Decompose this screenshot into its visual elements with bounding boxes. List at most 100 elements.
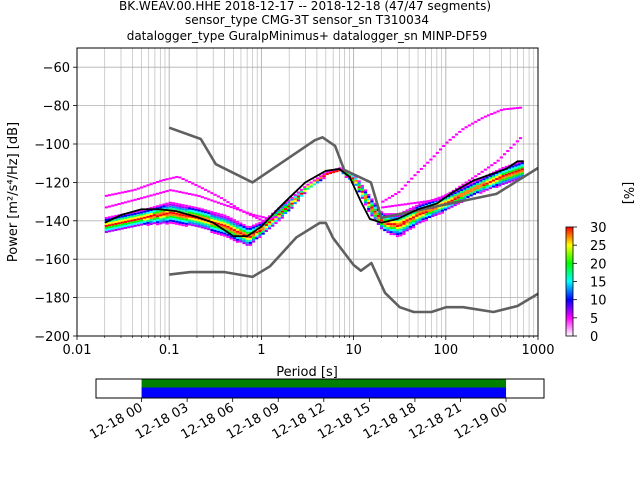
outlier-cell (442, 145, 446, 148)
density-cell (373, 206, 377, 209)
density-cell (395, 219, 400, 222)
density-cell (421, 220, 425, 223)
density-cell (520, 164, 524, 167)
density-cell (306, 183, 310, 186)
density-cell (226, 217, 230, 220)
density-cell (504, 175, 508, 178)
density-cell (437, 206, 441, 209)
density-cell (373, 214, 377, 217)
outlier-cell (245, 211, 249, 214)
density-cell (165, 218, 169, 221)
density-cell (303, 186, 307, 189)
outlier-cell (403, 203, 407, 206)
density-cell (235, 232, 240, 235)
density-cell (389, 229, 393, 232)
density-cell (411, 224, 416, 227)
density-cell (424, 201, 428, 204)
density-cell (277, 213, 281, 216)
density-cell (149, 211, 153, 214)
outlier-cell (175, 175, 179, 178)
density-cell (479, 191, 483, 194)
density-cell (245, 243, 249, 246)
density-cell (482, 178, 486, 181)
density-cell (511, 171, 515, 174)
density-cell (466, 193, 470, 196)
density-cell (363, 191, 368, 194)
density-cell (447, 207, 451, 210)
density-cell (514, 166, 518, 169)
density-cell (363, 189, 368, 192)
density-cell (405, 223, 409, 226)
density-cell (299, 192, 304, 195)
density-cell (210, 211, 214, 214)
density-cell (216, 212, 220, 215)
outlier-cell (486, 114, 491, 117)
density-cell (171, 220, 176, 223)
density-cell (395, 235, 400, 238)
density-cell (242, 224, 246, 227)
density-cell (283, 210, 288, 213)
density-cell (235, 224, 240, 227)
density-cell (152, 218, 156, 221)
density-cell (149, 221, 153, 224)
density-cell (411, 206, 416, 209)
density-cell (296, 191, 300, 194)
density-cell (245, 241, 249, 244)
density-cell (248, 225, 252, 228)
density-cell (293, 198, 297, 201)
density-cell (469, 192, 473, 195)
density-cell (251, 236, 256, 239)
density-cell (463, 187, 467, 190)
density-cell (267, 227, 272, 230)
density-cell (328, 172, 332, 175)
density-cell (450, 203, 454, 206)
density-cell (184, 218, 188, 221)
density-cell (399, 218, 403, 221)
density-cell (277, 211, 281, 214)
density-cell (152, 222, 156, 225)
density-cell (191, 208, 195, 211)
density-cell (120, 227, 124, 230)
density-cell (213, 219, 217, 222)
density-cell (223, 218, 227, 221)
y-tick-label: −80 (43, 100, 70, 115)
density-cell (184, 204, 188, 207)
outlier-cell (155, 192, 160, 195)
density-cell (194, 218, 198, 221)
density-cell (117, 218, 121, 221)
outlier-cell (194, 184, 198, 187)
density-cell (440, 207, 444, 210)
density-cell (322, 175, 326, 178)
density-cell (178, 223, 182, 226)
density-cell (360, 186, 364, 189)
outlier-cell (448, 191, 452, 194)
density-cell (475, 187, 480, 190)
density-cell (187, 211, 192, 214)
outlier-cell (467, 179, 471, 182)
density-cell (274, 220, 278, 223)
density-cell (207, 226, 211, 229)
time-coverage-bands (141, 379, 507, 398)
outlier-cell (248, 212, 252, 215)
density-cell (242, 238, 246, 241)
density-cell (472, 184, 476, 187)
density-cell (389, 227, 393, 230)
density-cell (229, 231, 233, 234)
outlier-cell (438, 148, 443, 151)
density-cell (488, 179, 492, 182)
density-cell (210, 225, 214, 228)
outlier-cell (496, 110, 500, 113)
density-cell (139, 221, 144, 224)
density-cell (235, 230, 240, 233)
density-cell (165, 204, 169, 207)
density-cell (386, 229, 390, 232)
density-cell (517, 171, 521, 174)
density-cell (210, 219, 214, 222)
density-cell (107, 230, 112, 233)
outlier-cell (207, 190, 211, 193)
outlier-cell (490, 164, 494, 167)
density-cell (255, 231, 259, 234)
density-cell (210, 217, 214, 220)
density-cell (213, 227, 217, 230)
density-cell (200, 214, 204, 217)
